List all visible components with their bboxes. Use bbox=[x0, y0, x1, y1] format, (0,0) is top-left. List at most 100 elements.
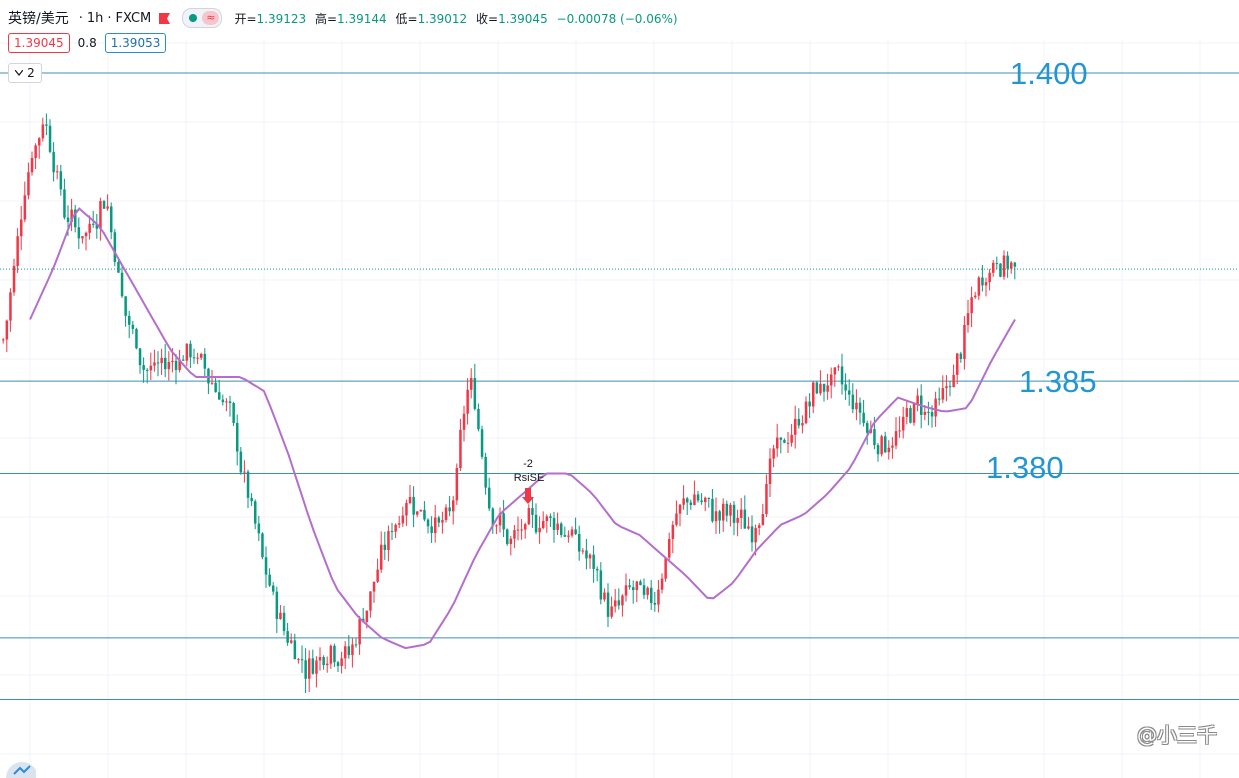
candle-body bbox=[966, 313, 970, 325]
candle-body bbox=[135, 328, 138, 349]
candle-body bbox=[304, 660, 307, 679]
candle-body bbox=[696, 494, 700, 501]
horizontal-levels bbox=[0, 72, 1239, 700]
candle-body bbox=[894, 431, 898, 446]
candle-body bbox=[272, 585, 275, 592]
candle-body bbox=[790, 434, 793, 443]
candle-body bbox=[340, 658, 343, 667]
candle-body bbox=[380, 544, 383, 570]
signal-name: RsiSE bbox=[514, 472, 545, 484]
candle-body bbox=[275, 591, 279, 619]
bid-ask-row: 1.39045 0.8 1.39053 bbox=[8, 33, 167, 53]
candle-body bbox=[365, 610, 369, 622]
candle-body bbox=[927, 411, 930, 413]
spread-value: 0.8 bbox=[77, 36, 97, 50]
candle-body bbox=[639, 581, 642, 586]
candle-body bbox=[992, 262, 995, 273]
candle-body bbox=[106, 206, 109, 209]
exchange-label[interactable]: FXCM bbox=[115, 10, 152, 26]
candle-body bbox=[567, 535, 570, 537]
candle-body bbox=[570, 529, 574, 536]
candle-body bbox=[9, 292, 12, 321]
candle-body bbox=[884, 436, 887, 453]
candle-body bbox=[866, 423, 869, 433]
candle-body bbox=[358, 618, 361, 645]
candle-body bbox=[851, 394, 855, 410]
candle-body bbox=[257, 523, 261, 534]
candle-body bbox=[786, 442, 790, 444]
candle-body bbox=[621, 595, 624, 606]
candle-body bbox=[239, 451, 243, 473]
candle-body bbox=[423, 509, 426, 520]
candle-body bbox=[588, 554, 592, 559]
candle-body bbox=[840, 366, 844, 385]
buy-price-button[interactable]: 1.39053 bbox=[104, 33, 167, 53]
candle-body bbox=[376, 569, 379, 582]
candle-body bbox=[956, 353, 959, 375]
candle-body bbox=[185, 343, 189, 361]
indicators-toggle-button[interactable]: 2 bbox=[8, 63, 42, 83]
candle-body bbox=[642, 585, 646, 595]
candle-body bbox=[822, 383, 826, 392]
candle-body bbox=[797, 418, 801, 426]
candle-body bbox=[984, 282, 988, 286]
candle-body bbox=[383, 544, 387, 550]
candle-body bbox=[138, 348, 142, 366]
candle-body bbox=[63, 189, 66, 218]
rsi-signal-marker: -2 RsiSE bbox=[514, 458, 545, 504]
chevron-down-icon bbox=[15, 70, 24, 76]
candle-body bbox=[311, 658, 315, 674]
candle-body bbox=[268, 574, 271, 586]
candle-body bbox=[542, 521, 545, 528]
candle-body bbox=[1002, 255, 1006, 277]
candle-body bbox=[95, 224, 99, 229]
candle-body bbox=[830, 374, 833, 386]
candle-body bbox=[279, 612, 282, 619]
candle-body bbox=[236, 423, 239, 452]
candle-body bbox=[182, 359, 185, 361]
candle-body bbox=[59, 171, 63, 190]
candle-body bbox=[977, 277, 981, 296]
candle-body bbox=[45, 124, 48, 126]
candle-body bbox=[203, 353, 207, 369]
interval-label[interactable]: 1h bbox=[86, 10, 104, 26]
candle-body bbox=[52, 151, 55, 173]
sell-price-button[interactable]: 1.39045 bbox=[8, 33, 70, 53]
flag-icon[interactable] bbox=[159, 12, 171, 24]
candle-body bbox=[488, 487, 491, 509]
candle-body bbox=[686, 498, 689, 503]
candle-body bbox=[736, 517, 739, 523]
candle-body bbox=[891, 445, 894, 448]
market-status-pill[interactable]: ≈ bbox=[182, 8, 223, 28]
candle-body bbox=[128, 315, 131, 325]
candle-body bbox=[678, 504, 682, 514]
candle-body bbox=[660, 578, 664, 590]
candle-body bbox=[808, 401, 811, 407]
candle-body bbox=[430, 526, 433, 533]
candle-body bbox=[387, 531, 390, 550]
tradingview-logo-icon[interactable] bbox=[0, 760, 36, 778]
candle-body bbox=[743, 509, 747, 529]
candle-body bbox=[783, 439, 786, 443]
high-value: 1.39144 bbox=[337, 11, 387, 26]
candle-body bbox=[682, 498, 685, 505]
level-label-1380: 1.380 bbox=[986, 450, 1064, 485]
candle-body bbox=[603, 592, 606, 600]
candle-body bbox=[390, 531, 394, 533]
candle-body bbox=[995, 262, 999, 264]
candle-body bbox=[164, 357, 167, 370]
candle-body bbox=[12, 265, 16, 293]
symbol-name[interactable]: 英镑/美元 bbox=[8, 11, 69, 27]
candle-body bbox=[938, 398, 941, 400]
candle-body bbox=[351, 644, 354, 656]
candle-body bbox=[470, 378, 473, 390]
candle-body bbox=[347, 646, 351, 656]
candle-body bbox=[174, 360, 178, 371]
candle-body bbox=[858, 402, 862, 413]
candle-body bbox=[192, 357, 196, 359]
candle-body bbox=[599, 570, 603, 600]
candle-body bbox=[1010, 262, 1013, 269]
candle-body bbox=[819, 383, 822, 394]
candle-body bbox=[549, 516, 552, 519]
